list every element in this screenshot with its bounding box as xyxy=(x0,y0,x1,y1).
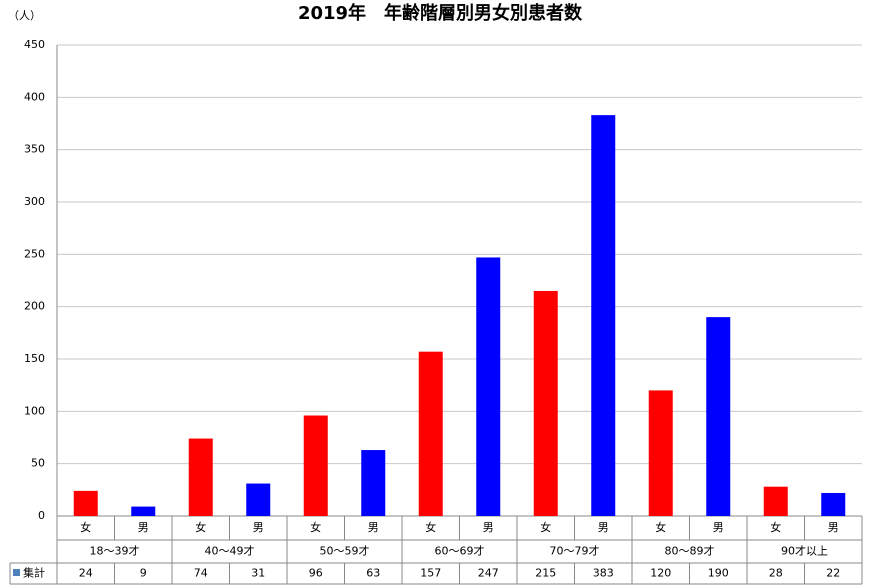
table-value: 28 xyxy=(769,567,783,580)
y-tick-label: 0 xyxy=(38,509,45,522)
x-tick-label: 女 xyxy=(425,520,436,534)
group-label: 40～49才 xyxy=(205,544,255,558)
table-value: 120 xyxy=(650,567,671,580)
table-value: 383 xyxy=(593,567,614,580)
x-tick-label: 女 xyxy=(195,520,206,534)
x-tick-label: 男 xyxy=(598,521,609,534)
group-label: 60～69才 xyxy=(435,544,485,558)
y-tick-label: 450 xyxy=(24,38,45,51)
bar xyxy=(591,115,616,517)
table-value: 247 xyxy=(478,567,499,580)
group-label: 18～39才 xyxy=(90,544,140,558)
bar xyxy=(648,390,673,516)
y-tick-label: 200 xyxy=(24,300,45,313)
legend-label: 集計 xyxy=(23,566,45,580)
table-value: 74 xyxy=(194,567,208,580)
bar xyxy=(73,490,98,516)
bar xyxy=(188,438,213,516)
table-value: 96 xyxy=(309,567,323,580)
bar xyxy=(821,492,846,516)
group-label: 90才以上 xyxy=(781,544,828,558)
y-tick-label: 350 xyxy=(24,143,45,156)
bar xyxy=(763,486,788,516)
y-unit: （人） xyxy=(8,9,41,22)
table-value: 215 xyxy=(535,567,556,580)
x-tick-label: 男 xyxy=(483,521,494,534)
y-tick-label: 100 xyxy=(24,404,45,417)
y-tick-label: 300 xyxy=(24,195,45,208)
table-value: 24 xyxy=(79,567,93,580)
y-tick-label: 50 xyxy=(31,457,45,470)
bar xyxy=(361,450,386,516)
group-label: 70～79才 xyxy=(550,544,600,558)
chart-title: 2019年 年齢階層別男女別患者数 xyxy=(298,2,583,24)
x-tick-label: 女 xyxy=(770,520,781,534)
x-tick-label: 女 xyxy=(310,520,321,534)
bar xyxy=(131,506,156,516)
bar xyxy=(476,257,501,516)
x-tick-label: 男 xyxy=(368,521,379,534)
bar xyxy=(303,415,328,516)
legend-key xyxy=(13,569,20,576)
x-tick-label: 女 xyxy=(80,520,91,534)
x-tick-label: 男 xyxy=(138,521,149,534)
group-label: 50～59才 xyxy=(320,544,370,558)
bar xyxy=(533,290,558,516)
y-tick-label: 150 xyxy=(24,352,45,365)
x-tick-label: 女 xyxy=(655,520,666,534)
x-tick-label: 男 xyxy=(713,521,724,534)
x-tick-label: 男 xyxy=(253,521,264,534)
table-value: 31 xyxy=(251,567,265,580)
table-value: 190 xyxy=(708,567,729,580)
group-label: 80～89才 xyxy=(665,544,715,558)
x-tick-label: 女 xyxy=(540,520,551,534)
bar xyxy=(706,317,731,516)
bar xyxy=(418,351,443,516)
table-value: 157 xyxy=(420,567,441,580)
table-value: 63 xyxy=(366,567,380,580)
table-value: 9 xyxy=(140,567,147,580)
bar xyxy=(246,483,271,516)
y-tick-label: 400 xyxy=(24,90,45,103)
x-tick-label: 男 xyxy=(828,521,839,534)
y-tick-label: 250 xyxy=(24,247,45,260)
table-value: 22 xyxy=(826,567,840,580)
